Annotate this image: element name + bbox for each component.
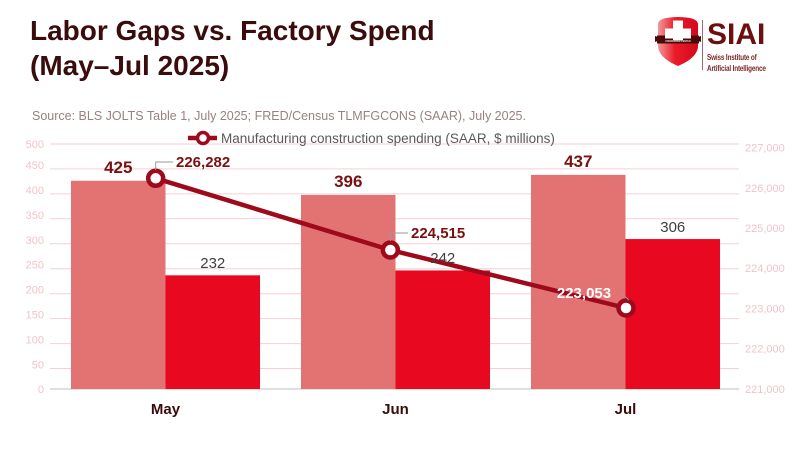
svg-text:300: 300 xyxy=(26,235,44,247)
svg-text:0: 0 xyxy=(38,384,44,396)
svg-text:425: 425 xyxy=(104,158,132,177)
svg-text:227,000: 227,000 xyxy=(745,143,785,155)
svg-text:222,000: 222,000 xyxy=(745,344,785,356)
svg-text:100: 100 xyxy=(26,335,44,347)
svg-text:225,000: 225,000 xyxy=(745,223,785,235)
svg-text:May: May xyxy=(151,401,181,418)
svg-text:226,000: 226,000 xyxy=(745,183,785,195)
svg-text:223,053: 223,053 xyxy=(557,285,611,302)
svg-text:350: 350 xyxy=(26,210,44,222)
svg-text:150: 150 xyxy=(26,310,44,322)
svg-text:224,515: 224,515 xyxy=(411,225,465,242)
svg-text:250: 250 xyxy=(26,260,44,272)
svg-text:Jul: Jul xyxy=(615,401,637,418)
svg-text:437: 437 xyxy=(564,152,592,171)
svg-text:Manufacturing construction spe: Manufacturing construction spending (SAA… xyxy=(221,131,555,146)
svg-text:50: 50 xyxy=(32,360,44,372)
svg-text:221,000: 221,000 xyxy=(745,384,785,396)
svg-text:306: 306 xyxy=(660,219,685,236)
svg-text:242: 242 xyxy=(430,250,455,267)
svg-text:450: 450 xyxy=(26,160,44,172)
svg-text:500: 500 xyxy=(26,139,44,151)
svg-text:400: 400 xyxy=(26,185,44,197)
svg-text:Jun: Jun xyxy=(382,401,409,418)
svg-text:226,282: 226,282 xyxy=(176,154,230,171)
svg-text:396: 396 xyxy=(334,172,362,191)
svg-text:200: 200 xyxy=(26,285,44,297)
svg-text:224,000: 224,000 xyxy=(745,263,785,275)
svg-text:232: 232 xyxy=(200,255,225,272)
svg-text:KNOWLEDGE CENTER: KNOWLEDGE CENTER xyxy=(665,41,691,43)
svg-text:223,000: 223,000 xyxy=(745,303,785,315)
